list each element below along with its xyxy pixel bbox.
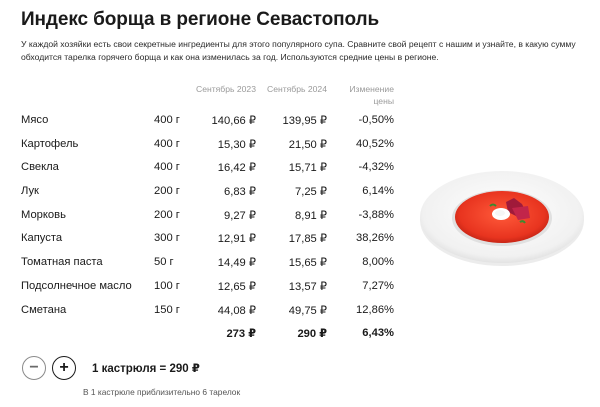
plus-button[interactable]: + [52,356,76,380]
table-row: Сметана 150 г 44,08 ₽ 49,75 ₽ 12,86% [21,301,397,325]
price-change: -0,50% [358,114,394,126]
total-2023: 273 ₽ [226,328,256,341]
table-row: Лук 200 г 6,83 ₽ 7,25 ₽ 6,14% [21,182,397,206]
ingredient-qty: 400 г [154,114,180,126]
price-2024: 17,85 ₽ [288,233,327,246]
table-row: Морковь 200 г 9,27 ₽ 8,91 ₽ -3,88% [21,206,397,230]
table-row: Мясо 400 г 140,66 ₽ 139,95 ₽ -0,50% [21,111,397,135]
ingredient-qty: 50 г [154,256,174,269]
minus-button[interactable]: − [22,356,46,380]
ingredient-qty: 150 г [154,303,180,316]
ingredient-name: Мясо [21,114,49,126]
price-change: 12,86% [356,303,394,316]
price-change: 7,27% [362,279,394,292]
total-change: 6,43% [362,327,394,340]
price-2023: 6,83 ₽ [223,186,256,199]
ingredient-name: Томатная паста [21,256,103,269]
price-2023: 16,42 ₽ [217,162,256,175]
header-sep-2023: Сентябрь 2023 [195,84,256,94]
total-2024: 290 ₽ [297,328,327,341]
intro-text: У каждой хозяйки есть свои секретные инг… [21,39,576,62]
plates-note: В 1 кастрюле приблизительно 6 тарелок [83,387,241,397]
price-2024: 15,71 ₽ [288,162,327,175]
ingredient-name: Свекла [21,161,59,174]
price-2024: 139,95 ₽ [282,115,327,127]
price-2023: 12,65 ₽ [217,280,256,293]
total-row: 273 ₽ 290 ₽ 6,43% [21,324,397,348]
portion-controls: − + 1 кастрюля = 290 ₽ [22,356,200,380]
price-change: -3,88% [358,208,394,221]
header-price-change: Изменение цены [349,84,394,106]
table-row: Капуста 300 г 12,91 ₽ 17,85 ₽ 38,26% [21,229,397,253]
price-change: -4,32% [358,161,394,174]
ingredient-name: Картофель [21,137,79,150]
price-change: 8,00% [362,256,394,269]
price-2023: 44,08 ₽ [217,304,256,317]
price-2023: 9,27 ₽ [223,209,256,222]
price-2024: 8,91 ₽ [294,209,327,222]
table-row: Картофель 400 г 15,30 ₽ 21,50 ₽ 40,52% [21,135,397,159]
ingredient-name: Капуста [21,232,63,245]
pot-price-label: 1 кастрюля = 290 ₽ [92,363,200,375]
ingredient-name: Сметана [21,303,67,316]
table-row: Подсолнечное масло 100 г 12,65 ₽ 13,57 ₽… [21,277,397,301]
ingredient-name: Лук [21,185,39,198]
table-row: Свекла 400 г 16,42 ₽ 15,71 ₽ -4,32% [21,158,397,182]
ingredient-name: Морковь [21,208,66,221]
price-change: 38,26% [356,232,394,245]
header-sep-2024: Сентябрь 2024 [266,84,327,94]
ingredients-table: Мясо 400 г 140,66 ₽ 139,95 ₽ -0,50% Карт… [21,111,397,348]
page-title: Индекс борща в регионе Севастополь [21,9,380,30]
price-change: 40,52% [356,137,394,150]
table-row: Томатная паста 50 г 14,49 ₽ 15,65 ₽ 8,00… [21,253,397,277]
price-2023: 15,30 ₽ [217,138,256,151]
price-2024: 21,50 ₽ [288,138,327,151]
ingredient-qty: 400 г [154,137,180,150]
price-2024: 15,65 ₽ [288,257,327,270]
ingredient-qty: 200 г [154,208,180,221]
ingredient-qty: 300 г [154,232,180,245]
borscht-plate-illustration [420,171,584,266]
ingredient-qty: 100 г [154,279,180,292]
price-2024: 7,25 ₽ [294,186,327,199]
plus-icon: + [59,359,69,376]
price-2023: 140,66 ₽ [211,115,256,127]
price-2023: 12,91 ₽ [217,233,256,246]
price-2023: 14,49 ₽ [217,257,256,270]
ingredient-name: Подсолнечное масло [21,279,132,292]
price-change: 6,14% [362,185,394,198]
ingredient-qty: 200 г [154,185,180,198]
price-2024: 49,75 ₽ [288,304,327,317]
price-2024: 13,57 ₽ [288,280,327,293]
minus-icon: − [29,359,39,376]
ingredient-qty: 400 г [154,161,180,174]
